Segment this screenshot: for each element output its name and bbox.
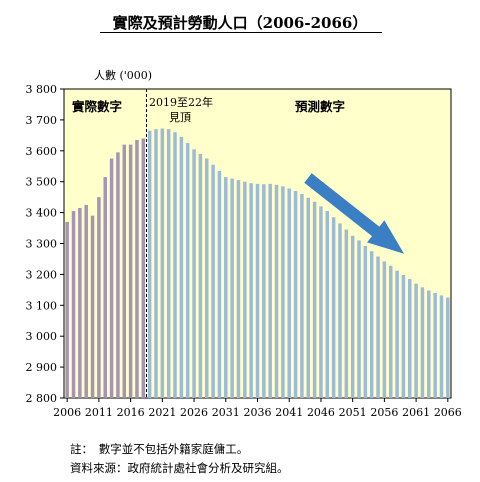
- bar-projected-2058: [395, 270, 399, 398]
- x-tick-label: 2051: [339, 406, 367, 419]
- x-tick-label: 2021: [148, 406, 176, 419]
- y-tick-label: 3 100: [26, 299, 58, 312]
- bar-projected-2059: [401, 275, 406, 398]
- bar-projected-2066: [446, 297, 450, 398]
- bar-actual-2009: [84, 204, 88, 398]
- x-tick-label: 2056: [370, 406, 398, 419]
- bar-actual-2014: [116, 152, 120, 398]
- bar-projected-2024: [179, 136, 184, 398]
- bar-projected-2049: [338, 223, 342, 398]
- y-tick-label: 3 500: [26, 176, 58, 189]
- bar-projected-2047: [325, 211, 330, 398]
- footnote: 註： 數字並不包括外籍家庭傭工。: [70, 442, 249, 456]
- bar-projected-2046: [319, 206, 323, 398]
- y-tick-label: 3 200: [26, 268, 58, 281]
- bar-projected-2039: [274, 184, 279, 398]
- bar-actual-2018: [141, 138, 146, 398]
- y-axis-label: 人數 ('000): [94, 69, 152, 82]
- x-tick-label: 2066: [434, 406, 462, 419]
- bar-projected-2036: [255, 183, 260, 398]
- bar-projected-2035: [249, 183, 253, 398]
- x-tick-label: 2016: [117, 406, 145, 419]
- bar-projected-2060: [408, 279, 412, 398]
- projection-label: 預測數字: [295, 99, 345, 114]
- bar-projected-2021: [160, 128, 165, 398]
- bar-projected-2061: [414, 283, 418, 398]
- bar-projected-2025: [185, 143, 190, 398]
- bar-projected-2029: [211, 164, 215, 398]
- bar-projected-2040: [281, 186, 285, 398]
- bar-projected-2043: [300, 194, 304, 398]
- y-tick-label: 3 800: [26, 83, 58, 96]
- x-tick-label: 2026: [180, 406, 208, 419]
- x-tick-label: 2011: [85, 406, 113, 419]
- y-tick-label: 3 300: [26, 238, 58, 251]
- peak-annotation-line2: 見頂: [169, 111, 191, 124]
- bar-projected-2042: [293, 190, 298, 398]
- bar-actual-2016: [128, 144, 133, 398]
- x-tick-label: 2061: [402, 406, 430, 419]
- bar-projected-2033: [236, 180, 241, 398]
- bar-projected-2026: [192, 149, 196, 398]
- bar-projected-2056: [382, 261, 387, 398]
- bar-actual-2007: [71, 211, 76, 398]
- bar-projected-2023: [173, 132, 177, 398]
- bar-actual-2017: [135, 139, 139, 399]
- bar-projected-2050: [344, 229, 349, 398]
- bar-projected-2038: [268, 183, 272, 398]
- bar-projected-2062: [420, 287, 425, 398]
- x-tick-label: 2031: [212, 406, 240, 419]
- source-note: 資料來源：政府統計處社會分析及研究組。: [70, 461, 289, 475]
- bar-projected-2055: [376, 256, 380, 398]
- title-underline: [100, 32, 382, 33]
- y-tick-label: 3 000: [26, 330, 58, 343]
- bar-projected-2063: [427, 290, 431, 398]
- chart-title: 實際及預計勞動人口（2006-2066）: [112, 14, 368, 32]
- bar-projected-2057: [388, 265, 393, 398]
- bar-actual-2015: [122, 144, 127, 398]
- bar-projected-2037: [262, 184, 266, 398]
- bar-projected-2054: [369, 251, 374, 398]
- x-tick-label: 2046: [307, 406, 335, 419]
- bar-projected-2027: [198, 153, 203, 398]
- y-tick-label: 3 600: [26, 145, 58, 158]
- bar-projected-2030: [217, 170, 222, 398]
- bar-actual-2013: [109, 158, 114, 398]
- bar-projected-2022: [166, 129, 171, 399]
- bar-projected-2052: [357, 240, 361, 398]
- bar-projected-2064: [433, 292, 437, 398]
- chart-svg: 2 800 2 900 3 000 3 100 3 200 3 300 3 400 3 500…: [26, 69, 462, 419]
- x-tick-label: 2006: [53, 406, 81, 419]
- y-tick-label: 2 900: [26, 361, 58, 374]
- x-tick-label: 2041: [275, 406, 303, 419]
- peak-annotation-line1: 2019至22年: [149, 95, 213, 109]
- bar-projected-2044: [306, 197, 310, 398]
- y-tick-label: 3 400: [26, 207, 58, 220]
- bar-projected-2048: [331, 217, 336, 398]
- bar-projected-2034: [243, 181, 247, 398]
- y-tick-label: 3 700: [26, 114, 58, 127]
- bar-actual-2010: [90, 215, 95, 398]
- y-tick-label: 2 800: [26, 392, 58, 405]
- actual-label: 實際數字: [72, 99, 122, 114]
- trend-arrow-icon: [304, 173, 404, 254]
- bar-projected-2031: [224, 177, 228, 398]
- bar-projected-2028: [205, 158, 209, 398]
- bar-projected-2065: [439, 295, 444, 398]
- bar-projected-2045: [312, 201, 317, 398]
- bar-projected-2051: [350, 235, 355, 398]
- bar-projected-2032: [230, 178, 234, 398]
- bar-actual-2011: [97, 197, 101, 398]
- x-tick-label: 2036: [244, 406, 272, 419]
- bar-actual-2006: [65, 221, 69, 398]
- bar-projected-2020: [154, 129, 158, 399]
- bar-projected-2041: [287, 188, 291, 398]
- bar-actual-2008: [78, 207, 82, 398]
- bar-projected-2019: [147, 130, 152, 398]
- bar-projected-2053: [363, 245, 368, 398]
- bar-actual-2012: [103, 177, 107, 398]
